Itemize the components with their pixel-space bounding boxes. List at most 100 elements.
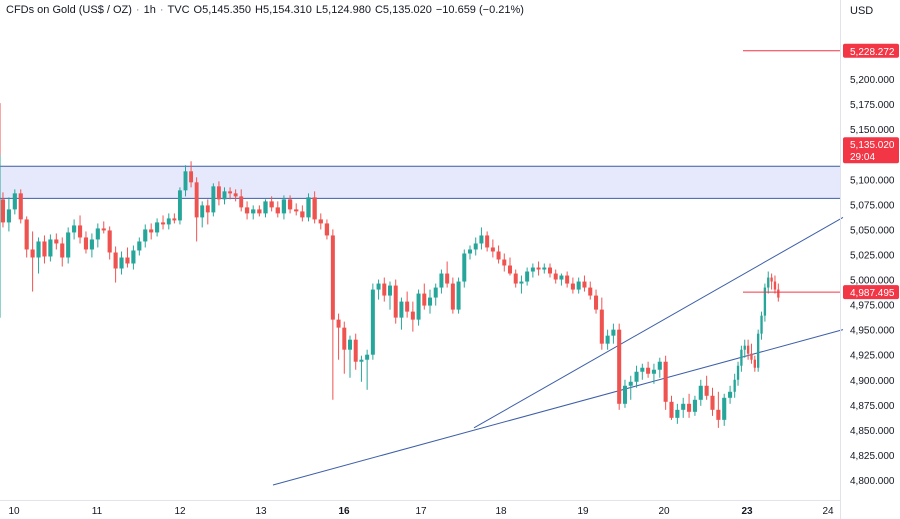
candle-body [582,281,587,288]
candle-body [113,252,118,269]
candle-body [83,237,89,250]
candle-body [548,267,552,274]
candle-body [416,293,421,320]
candle-body [12,193,17,210]
candle [330,229,335,400]
candle [189,161,194,188]
candle [342,321,347,374]
plot-background [0,0,840,500]
candle [370,283,375,360]
candle-body [479,235,484,244]
candle [365,349,370,390]
candle-body [244,207,250,214]
candle [318,213,323,230]
candle [502,253,507,272]
candle-body [553,273,558,280]
currency-button[interactable]: USD [850,5,874,17]
interval-label[interactable]: 1h [143,4,156,16]
time-tick-label: 11 [92,506,103,517]
candle [588,281,593,300]
header-separator: · [159,4,164,16]
candle-body [89,239,94,250]
candle [72,219,77,240]
candle [359,355,364,382]
candle-body [576,281,581,290]
candle [548,263,552,278]
candle-body [669,401,674,418]
candle-body [508,265,512,274]
price-tick-label: 4,975.000 [850,301,895,312]
candle [611,323,616,344]
symbol-header: CFDs on Gold (US$ / OZ) · 1h · TVC O5,14… [6,4,524,16]
candle [251,205,256,220]
candle [559,273,564,286]
candle [30,231,35,292]
candle-body [205,205,210,213]
candle-body [439,273,444,288]
candle [24,216,29,258]
candle-body [570,283,575,290]
candle-body [519,281,524,284]
candle [376,279,381,300]
candle-body [324,223,330,236]
candle [77,215,83,244]
candle [490,239,495,258]
candle [594,289,599,314]
price-tick-label: 4,825.000 [850,451,895,462]
candle-body [450,283,455,310]
candle [433,283,438,306]
candle [519,275,524,294]
price-marker-value: 5,135.020 [850,140,895,151]
candle [681,397,686,418]
price-marker-badge [843,137,899,164]
candle [336,313,341,360]
candle [89,233,94,258]
candle [42,235,47,264]
candle-body [137,241,142,251]
candle-body [468,249,472,254]
candle-body [263,201,268,214]
price-tick-label: 4,925.000 [850,351,895,362]
candle-body [728,391,733,398]
candle [634,365,639,388]
candle [770,273,773,290]
price-marker-badge [843,285,899,300]
candle [651,363,656,384]
candle-body [0,199,6,223]
candle [428,289,432,314]
candle-body [281,199,287,214]
candle-body [733,379,736,392]
candle-body [166,218,171,225]
candle [216,181,221,206]
candle [565,271,570,288]
candle-body [336,319,341,328]
candle-body [687,403,692,412]
candle [410,301,415,332]
candle-body [143,229,148,242]
candle [205,199,210,225]
symbol-name[interactable]: CFDs on Gold (US$ / OZ) [6,4,132,16]
candle-body [760,315,763,334]
ohlc-high: H5,154.310 [255,4,312,16]
candle-body [222,191,227,200]
candle-body [559,275,564,280]
price-tick-label: 5,175.000 [850,100,895,111]
candle [445,261,450,288]
candle [570,277,575,294]
candle [736,361,740,386]
candle [657,357,662,378]
candle-body [490,247,495,252]
candle-body [172,218,177,221]
candle-body [160,222,166,225]
time-tick-label: 20 [658,506,670,517]
candle [306,193,311,222]
time-tick-label: 18 [495,506,507,517]
candle-body [251,209,256,214]
candle-body [194,182,199,218]
candle-body [542,267,547,270]
candle-body [177,190,182,221]
candle-body [777,289,780,298]
candle-body [257,209,262,214]
candle-body [675,409,680,418]
